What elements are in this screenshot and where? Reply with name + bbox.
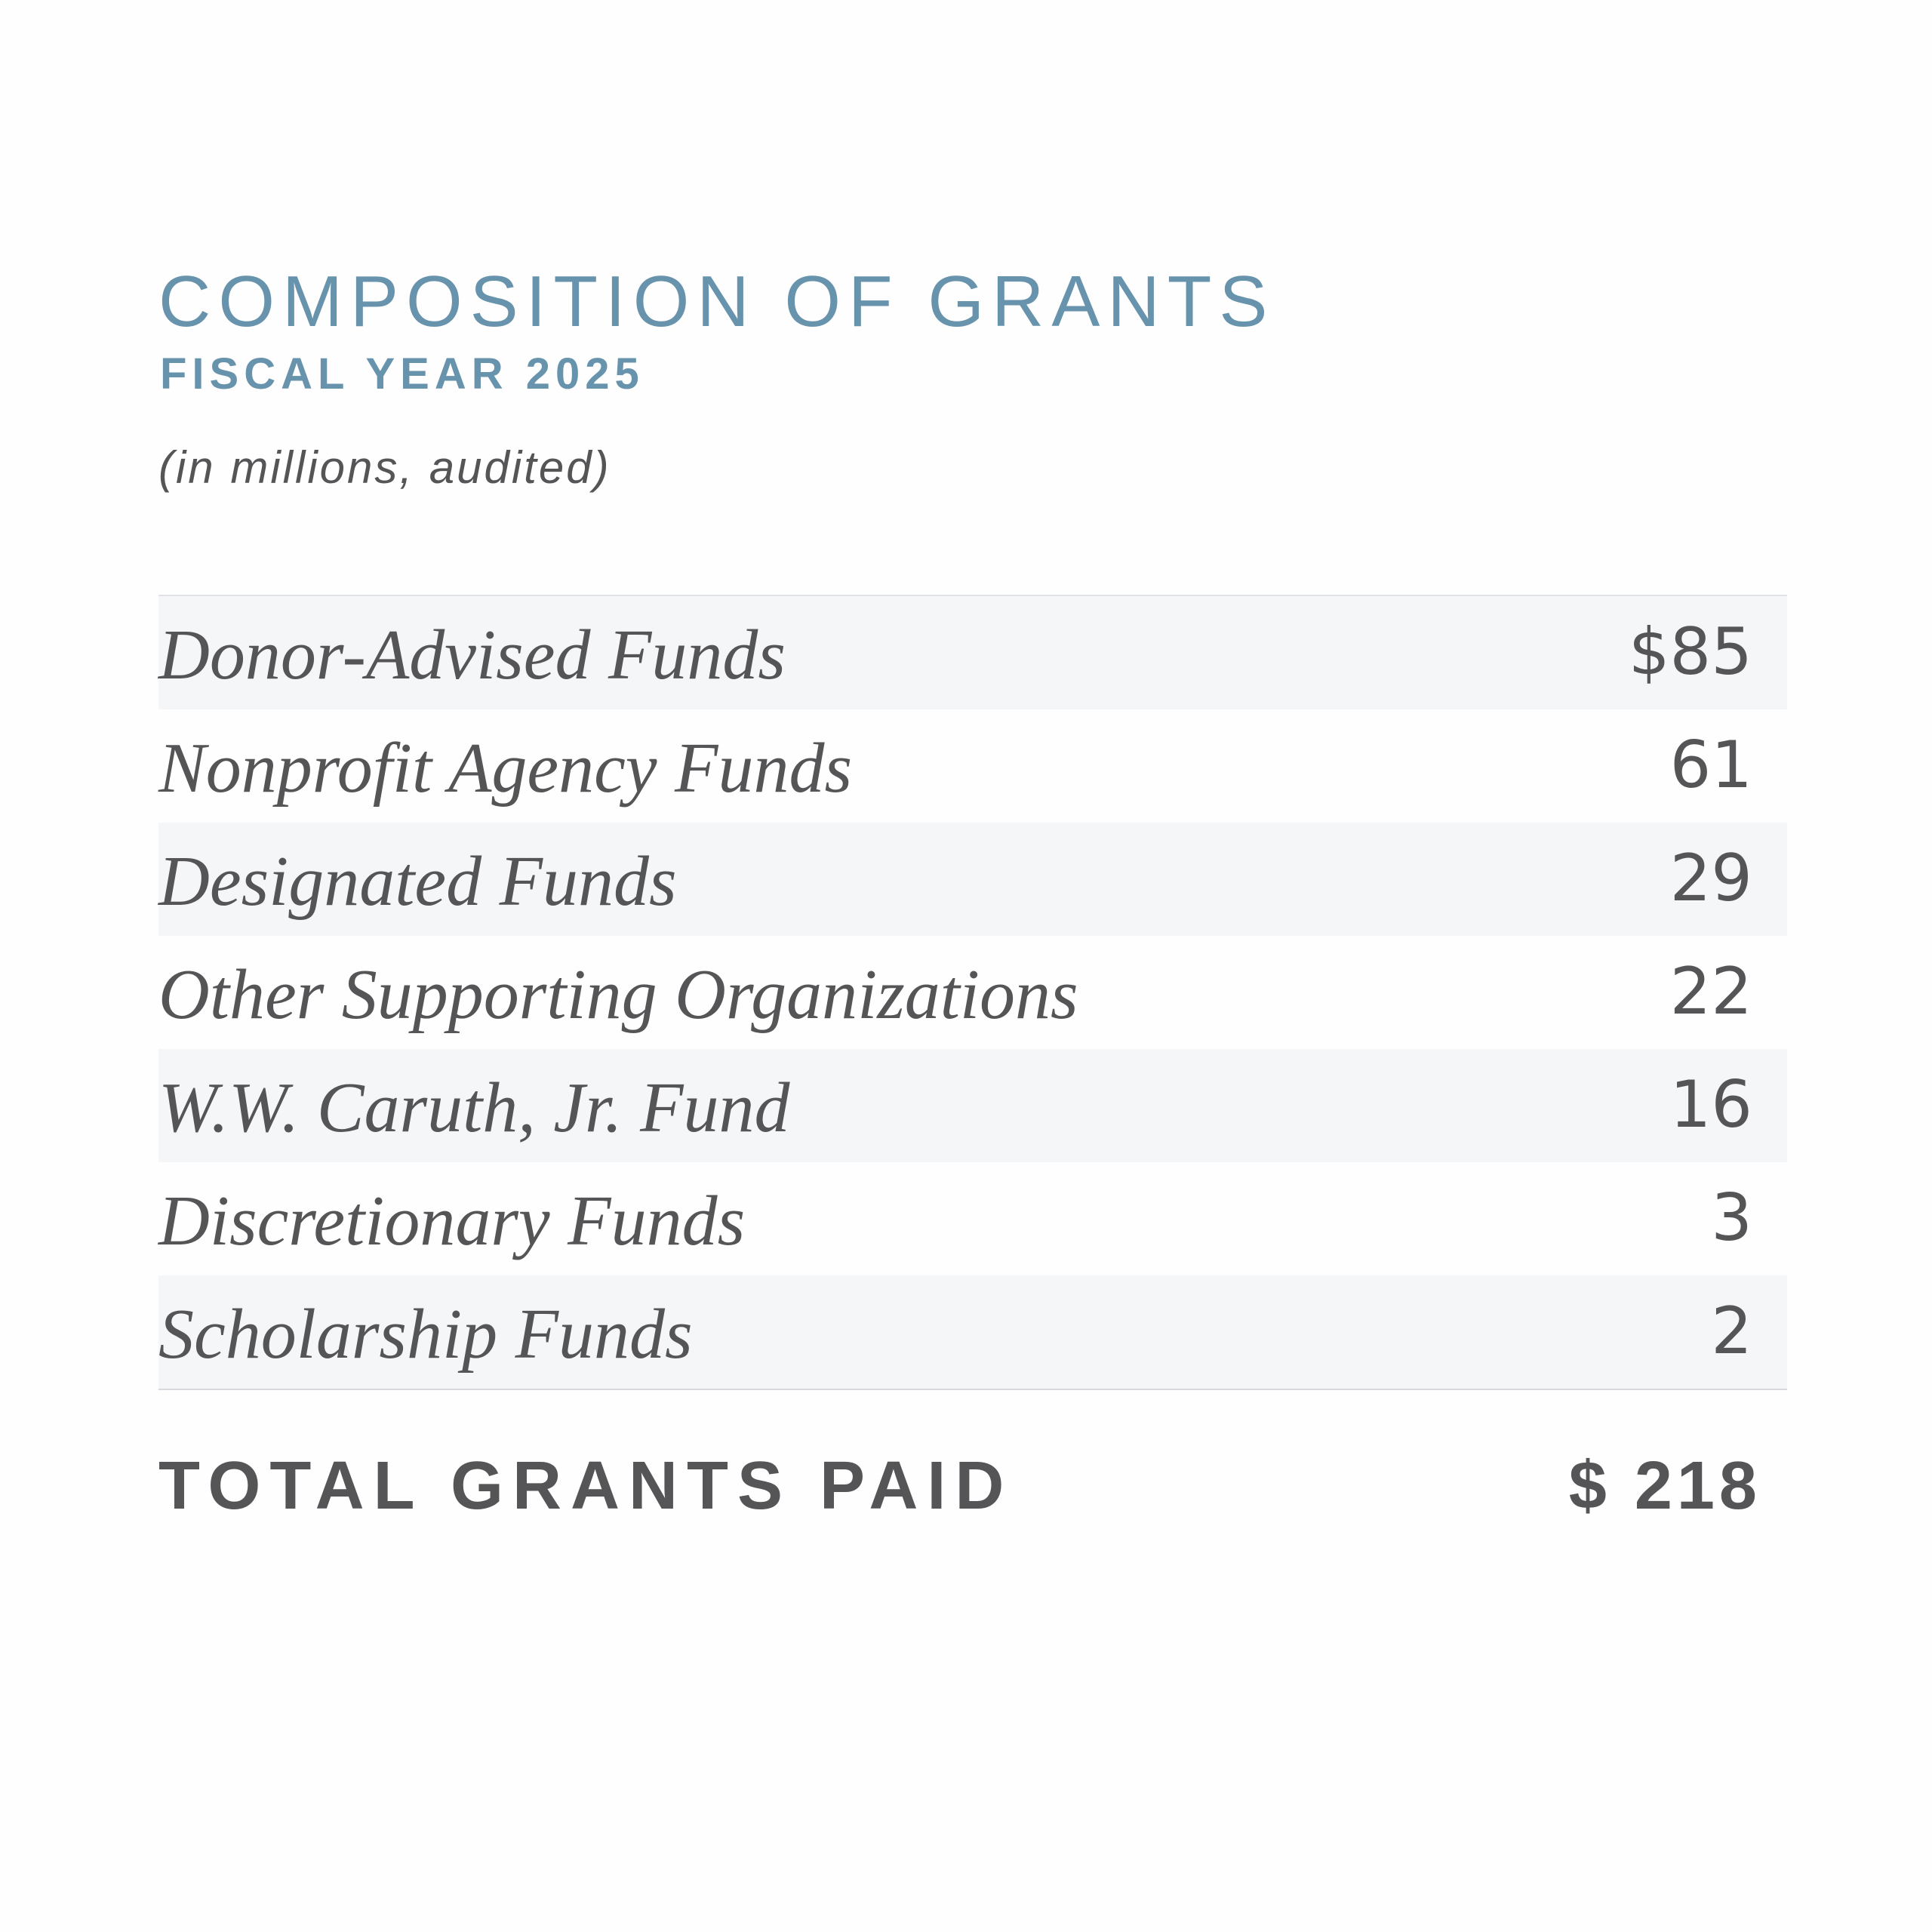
row-label: Scholarship Funds (158, 1295, 693, 1374)
row-value: 3 (1711, 1180, 1752, 1256)
subtitle: FISCAL YEAR 2025 (160, 349, 645, 398)
row-value: 22 (1669, 954, 1752, 1029)
row-label: Designated Funds (158, 842, 677, 921)
row-value: $85 (1628, 614, 1752, 690)
total-value: $ 218 (1568, 1448, 1761, 1524)
table-row: W.W. Caruth, Jr. Fund 16 (158, 1049, 1787, 1162)
row-value: 2 (1711, 1294, 1752, 1369)
title: COMPOSITION OF GRANTS (158, 261, 1275, 342)
table-row: Designated Funds 29 (158, 823, 1787, 936)
note: (in millions, audited) (158, 442, 611, 493)
row-label: W.W. Caruth, Jr. Fund (158, 1069, 790, 1147)
grants-table: Donor-Advised Funds $85 Nonprofit Agency F… (158, 595, 1787, 1390)
row-value: 29 (1669, 841, 1752, 916)
table-row: Other Supporting Organizations 22 (158, 936, 1787, 1049)
table-row: Donor-Advised Funds $85 (158, 596, 1787, 709)
row-label: Donor-Advised Funds (158, 616, 786, 694)
row-value: 61 (1669, 728, 1752, 803)
table-row: Nonprofit Agency Funds 61 (158, 709, 1787, 823)
row-label: Other Supporting Organizations (158, 955, 1078, 1034)
table-row: Scholarship Funds 2 (158, 1275, 1787, 1389)
row-value: 16 (1669, 1067, 1752, 1143)
row-label: Discretionary Funds (158, 1182, 746, 1260)
total-label: TOTAL GRANTS PAID (158, 1448, 1014, 1524)
table-row: Discretionary Funds 3 (158, 1162, 1787, 1275)
row-label: Nonprofit Agency Funds (158, 729, 853, 808)
